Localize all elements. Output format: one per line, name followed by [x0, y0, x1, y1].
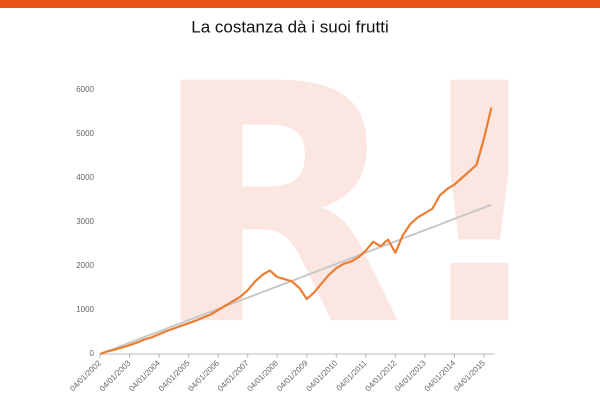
series-line: [99, 203, 492, 355]
y-tick-label: 4000: [76, 173, 94, 182]
y-tick-label: 2000: [76, 261, 94, 270]
y-tick-label: 0: [90, 349, 95, 358]
chart-title: La costanza dà i suoi frutti: [191, 17, 389, 36]
y-tick-label: 1000: [76, 305, 94, 314]
y-tick-label: 5000: [76, 129, 94, 138]
top-bar: [0, 0, 600, 8]
series-line: [99, 107, 493, 356]
y-tick-label: 3000: [76, 217, 94, 226]
y-tick-label: 6000: [76, 85, 94, 94]
watermark: R!: [150, 14, 555, 398]
